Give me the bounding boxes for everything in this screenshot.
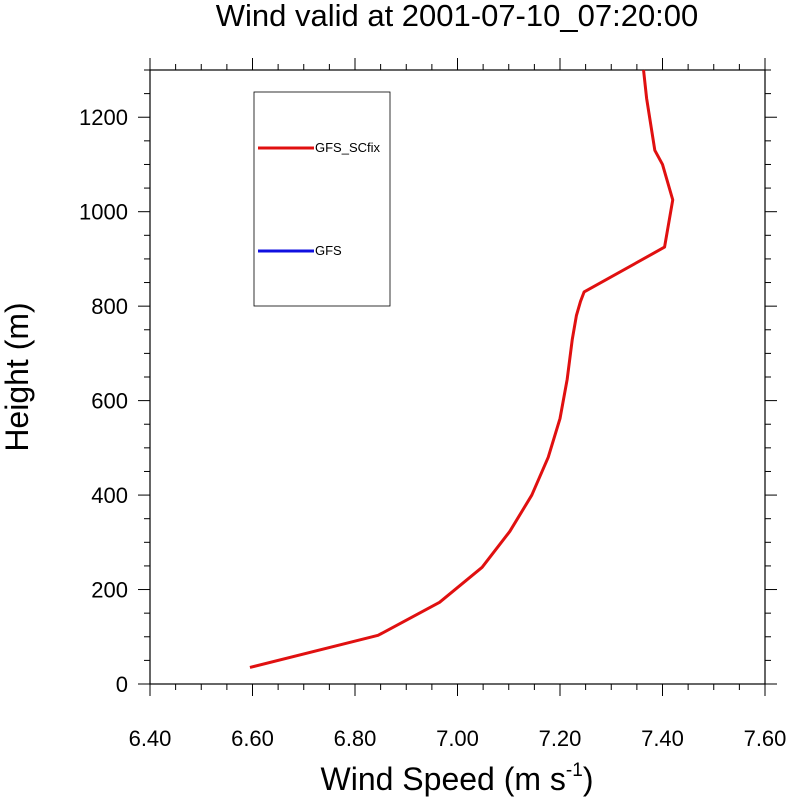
legend-label-gfs: GFS <box>315 243 342 258</box>
x-tick-label: 7.60 <box>744 726 787 751</box>
chart-title: Wind valid at 2001-07-10_07:20:00 <box>216 0 699 33</box>
x-tick-label: 7.00 <box>436 726 479 751</box>
x-axis-title-superscript: -1 <box>566 760 583 781</box>
y-tick-label: 800 <box>91 294 128 319</box>
y-tick-label: 1200 <box>79 105 128 130</box>
x-tick-label: 7.20 <box>539 726 582 751</box>
x-tick-label: 7.40 <box>641 726 684 751</box>
series-line-gfs-scfix <box>249 69 675 669</box>
y-axis-title: Height (m) <box>0 302 35 451</box>
x-tick-label: 6.60 <box>231 726 274 751</box>
y-tick-label: 0 <box>116 672 128 697</box>
plot-frame <box>149 69 766 685</box>
x-axis-title: Wind Speed (m s-1) <box>321 760 594 797</box>
legend-box <box>253 91 391 307</box>
x-tick-label: 6.40 <box>129 726 172 751</box>
series-lines <box>249 69 675 669</box>
axis-tick-labels: 6.40 6.60 6.80 7.00 7.20 7.40 7.60 0 200 400 600 80… <box>79 105 786 751</box>
x-axis-title-text: Wind Speed (m s <box>321 761 566 797</box>
x-axis-title-suffix: ) <box>583 761 594 797</box>
y-tick-label: 200 <box>91 578 128 603</box>
legend: GFS_SCfix GFS <box>253 91 391 307</box>
y-tick-label: 1000 <box>79 200 128 225</box>
legend-label-gfs-scfix: GFS_SCfix <box>315 140 381 155</box>
y-tick-label: 600 <box>91 389 128 414</box>
y-tick-label: 400 <box>91 483 128 508</box>
axis-ticks <box>138 58 777 696</box>
x-tick-label: 6.80 <box>334 726 377 751</box>
